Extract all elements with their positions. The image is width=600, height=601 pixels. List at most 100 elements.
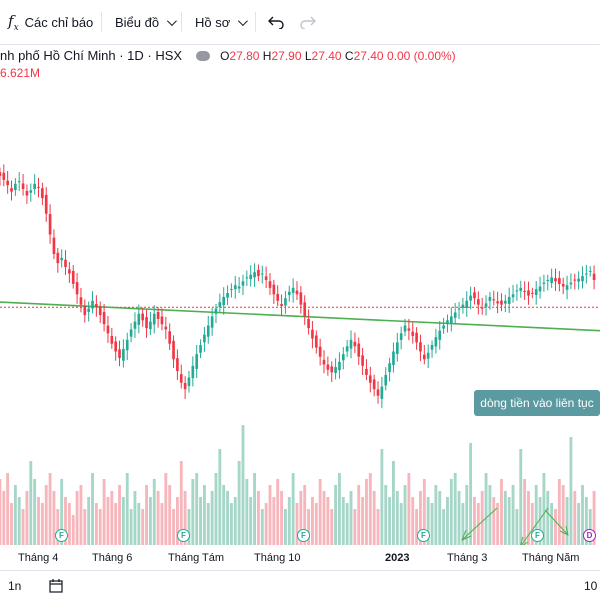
volume-bar xyxy=(384,485,388,545)
candle-body xyxy=(392,351,395,366)
volume-bar xyxy=(349,491,353,545)
candle-body xyxy=(372,379,376,390)
indicators-button[interactable]: fx Các chỉ báo xyxy=(8,0,93,44)
volume-bar xyxy=(503,491,507,545)
candle-body xyxy=(357,343,361,357)
candle-body xyxy=(44,194,48,214)
candle-body xyxy=(430,345,434,350)
volume-bar xyxy=(581,485,584,545)
candle-body xyxy=(473,292,476,299)
candle-body xyxy=(496,301,499,304)
volume-bar xyxy=(268,485,272,545)
candle-body xyxy=(395,342,399,354)
volume-bar xyxy=(345,503,349,545)
arrow-2 xyxy=(520,507,549,545)
volume-bar xyxy=(233,497,237,545)
volume-bar xyxy=(496,503,500,545)
volume-bar xyxy=(110,491,114,545)
candle-body xyxy=(52,237,56,254)
candle-body xyxy=(226,293,229,298)
eye-icon[interactable] xyxy=(196,50,211,61)
price-chart[interactable] xyxy=(0,90,600,545)
volume-bar xyxy=(237,461,241,545)
candle-body xyxy=(407,328,411,331)
volume-bar xyxy=(569,437,573,545)
financial-event-marker[interactable]: F xyxy=(297,529,310,542)
financial-event-marker[interactable]: F xyxy=(531,529,544,542)
candle-body xyxy=(538,286,542,292)
time-axis[interactable]: Tháng 4 Tháng 6 Tháng Tám Tháng 10 2023 … xyxy=(0,548,600,568)
candle-body xyxy=(176,358,179,371)
volume-bar xyxy=(415,509,419,545)
annotation-callout[interactable]: dòng tiền vào liên tục xyxy=(474,390,600,416)
candle-body xyxy=(484,303,488,307)
high-value: 27.90 xyxy=(271,48,302,63)
volume-bar xyxy=(500,479,503,545)
volume-bar xyxy=(446,497,449,545)
candle-body xyxy=(581,276,584,282)
financial-event-marker[interactable]: F xyxy=(177,529,190,542)
volume-bar xyxy=(6,473,10,545)
volume-bar xyxy=(395,491,399,545)
redo-button[interactable] xyxy=(300,0,316,44)
trendline[interactable] xyxy=(0,301,600,332)
candle-body xyxy=(257,269,260,277)
volume-bar xyxy=(202,485,206,545)
candle-body xyxy=(129,329,133,337)
volume-bar xyxy=(434,485,438,545)
volume-bar xyxy=(484,473,488,545)
volume-bar xyxy=(372,491,376,545)
candle-body xyxy=(241,281,245,286)
volume-bar xyxy=(129,509,133,545)
volume-bar xyxy=(519,449,523,545)
candle-body xyxy=(477,299,480,305)
candle-body xyxy=(303,302,307,317)
undo-button[interactable] xyxy=(268,0,284,44)
candle-body xyxy=(160,316,164,325)
volume-bar xyxy=(550,503,554,545)
interval-button[interactable]: 1n xyxy=(8,579,22,593)
volume-bar xyxy=(538,497,542,545)
candle-body xyxy=(411,331,415,336)
volume-bar xyxy=(40,503,44,545)
date-range-icon[interactable] xyxy=(48,578,64,594)
candle-body xyxy=(110,335,114,344)
volume-bar xyxy=(94,503,98,545)
volume-bar xyxy=(260,509,264,545)
symbol-title[interactable]: nh phố Hồ Chí Minh · 1D · HSX xyxy=(0,48,183,63)
dividend-event-marker[interactable]: D xyxy=(583,529,596,542)
financial-event-marker[interactable]: F xyxy=(55,529,68,542)
top-toolbar: fx Các chỉ báo Biểu đồ Hồ sơ xyxy=(0,0,600,45)
candle-body xyxy=(168,331,172,344)
candle-body xyxy=(446,320,449,324)
volume-bar xyxy=(588,509,592,545)
candle-body xyxy=(2,172,6,180)
candle-body xyxy=(349,339,353,349)
candle-body xyxy=(542,282,546,284)
candle-body xyxy=(469,295,472,301)
volume-bar xyxy=(83,509,87,545)
candle-body xyxy=(419,342,422,352)
financial-event-marker[interactable]: F xyxy=(417,529,430,542)
volume-bar xyxy=(438,491,442,545)
volume-bar xyxy=(411,497,415,545)
candle-body xyxy=(480,307,484,309)
chart-type-button[interactable]: Biểu đồ xyxy=(115,0,177,44)
arrow-1-head xyxy=(461,529,472,541)
candle-body xyxy=(91,300,94,309)
profile-button[interactable]: Hồ sơ xyxy=(195,0,249,44)
candle-body xyxy=(422,354,426,360)
volume-bar xyxy=(527,491,530,545)
candle-body xyxy=(322,359,326,365)
volume-bar xyxy=(206,503,210,545)
volume-bar xyxy=(299,491,303,545)
candle-body xyxy=(511,294,515,298)
volume-bar xyxy=(133,491,137,545)
volume-bar xyxy=(172,509,175,545)
volume-bar xyxy=(530,503,534,545)
volume-bar xyxy=(29,461,33,545)
volume-bar xyxy=(407,473,411,545)
candle-body xyxy=(291,287,295,293)
candle-body xyxy=(179,374,183,383)
volume-bar xyxy=(125,473,129,545)
